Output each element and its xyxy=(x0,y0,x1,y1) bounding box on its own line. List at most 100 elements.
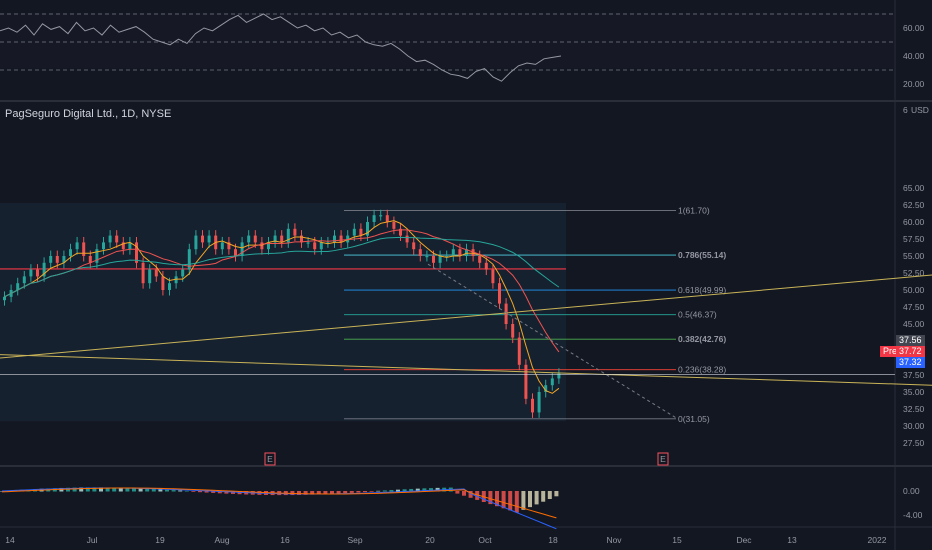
rsi-tick: 20.00 xyxy=(903,79,925,89)
candle-body xyxy=(260,242,264,250)
symbol-title[interactable]: PagSeguro Digital Ltd., 1D, NYSE xyxy=(5,108,172,120)
candle-body xyxy=(379,215,383,217)
macd-histogram-bar xyxy=(198,491,202,493)
candle-body xyxy=(405,235,409,243)
macd-histogram-bar xyxy=(396,489,400,492)
macd-histogram-bar xyxy=(165,489,169,492)
candle-body xyxy=(319,242,323,250)
candle-body xyxy=(359,228,363,236)
candle-body xyxy=(517,337,521,365)
candle-body xyxy=(366,222,369,236)
candle-body xyxy=(392,222,396,229)
time-axis-tick: 2022 xyxy=(868,535,887,545)
candle-body xyxy=(102,242,105,250)
macd-histogram-bar xyxy=(151,489,156,492)
candle-body xyxy=(471,249,475,256)
price-tick: 47.50 xyxy=(903,302,925,312)
macd-histogram-bar xyxy=(138,488,143,492)
macd-histogram-bar xyxy=(547,491,552,499)
candle-body xyxy=(326,242,330,244)
macd-histogram-bar xyxy=(99,487,103,492)
macd-histogram-bar xyxy=(125,487,130,492)
earnings-marker: E xyxy=(657,452,669,466)
candle-body xyxy=(69,249,72,256)
candle-body xyxy=(484,262,488,270)
time-axis-tick: 14 xyxy=(5,535,15,545)
candle-body xyxy=(115,235,119,243)
price-tick: 30.00 xyxy=(903,421,925,431)
time-axis-tick: Oct xyxy=(478,535,492,545)
macd-histogram-bar xyxy=(521,491,526,510)
candle-body xyxy=(267,242,270,250)
earnings-marker-label: E xyxy=(660,454,666,464)
candle-body xyxy=(557,373,561,379)
macd-histogram-bar xyxy=(475,491,480,500)
candle-body xyxy=(504,303,508,324)
candle-body xyxy=(253,235,257,243)
macd-histogram-bar xyxy=(336,491,341,494)
candle-body xyxy=(333,235,336,243)
pre-market-badge: Pre xyxy=(880,346,901,357)
candle-body xyxy=(550,378,554,386)
macd-histogram-bar xyxy=(118,487,123,492)
candle-body xyxy=(524,364,528,399)
ma-medium-line xyxy=(4,229,560,353)
candle-body xyxy=(313,242,317,250)
price-tick: 27.50 xyxy=(903,438,925,448)
price-tick: 50.00 xyxy=(903,285,925,295)
candle-body xyxy=(55,256,59,263)
macd-histogram-bar xyxy=(343,491,348,494)
macd-tick: -4.00 xyxy=(903,510,923,520)
candle-body xyxy=(451,249,455,256)
candle-body xyxy=(432,256,435,263)
macd-histogram-bar xyxy=(211,491,216,493)
macd-histogram-bar xyxy=(171,490,176,492)
price-tick: 45.00 xyxy=(903,319,925,329)
candle-body xyxy=(544,385,548,392)
macd-histogram-bar xyxy=(429,488,433,492)
price-tick: 57.50 xyxy=(903,234,925,244)
fib-level-label: 0.618(49.99) xyxy=(678,285,726,295)
time-axis-tick: Dec xyxy=(736,535,752,545)
candle-body xyxy=(36,269,39,277)
candle-body xyxy=(498,283,501,304)
candle-body xyxy=(181,269,185,277)
candle-body xyxy=(511,324,515,338)
candle-body xyxy=(438,256,442,263)
macd-histogram-bar xyxy=(455,491,460,494)
macd-histogram-bar xyxy=(79,487,84,492)
candle-body xyxy=(286,228,290,243)
candle-body xyxy=(227,242,231,250)
macd-histogram-bar xyxy=(534,491,539,505)
ma-short-line xyxy=(4,220,560,394)
candle-body xyxy=(418,249,422,256)
candle-body xyxy=(42,262,46,277)
candle-body xyxy=(29,269,33,277)
candle-body xyxy=(465,249,468,256)
price-tick: 52.50 xyxy=(903,268,925,278)
candle-body xyxy=(62,256,66,263)
macd-histogram-bar xyxy=(554,491,559,497)
candle-body xyxy=(141,262,145,284)
time-axis-tick: 13 xyxy=(787,535,797,545)
macd-histogram-bar xyxy=(204,491,209,493)
rsi-line xyxy=(0,13,562,82)
macd-histogram-bar xyxy=(66,487,70,492)
earnings-marker: E xyxy=(264,452,276,466)
macd-histogram-bar xyxy=(422,488,427,492)
macd-histogram-bar xyxy=(330,491,334,494)
macd-histogram-bar xyxy=(217,491,222,494)
candle-body xyxy=(306,242,310,244)
candle-body xyxy=(300,235,303,243)
time-axis-tick: Jul xyxy=(87,535,98,545)
macd-histogram-bar xyxy=(356,491,361,493)
price-tick: 60.00 xyxy=(903,217,925,227)
candle-body xyxy=(75,242,79,250)
candle-body xyxy=(108,235,112,243)
price-tick: 62.50 xyxy=(903,200,925,210)
fib-level-label: 0.236(38.28) xyxy=(678,365,726,375)
macd-histogram-bar xyxy=(158,489,163,492)
macd-histogram-bar xyxy=(191,491,196,492)
candle-body xyxy=(187,249,191,270)
